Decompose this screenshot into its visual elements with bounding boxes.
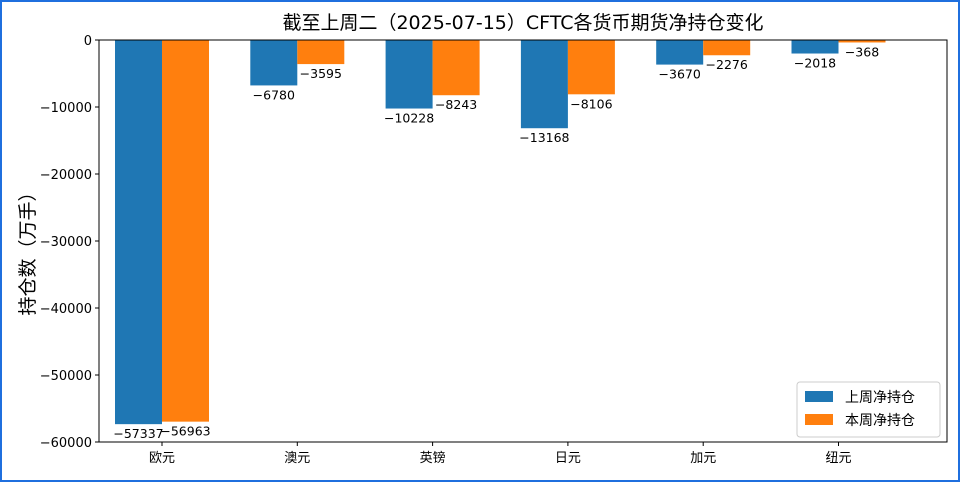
- bar-last-week-2: [385, 40, 433, 109]
- data-label-last-week-5: −2018: [794, 56, 836, 71]
- y-tick-label-4: −40000: [40, 302, 92, 317]
- bars-group: [115, 40, 886, 425]
- bar-last-week-5: [791, 40, 839, 54]
- data-label-this-week-2: −8243: [435, 97, 477, 112]
- data-labels-group: −57337−56963 −6780 −3595 −10228−8243 −13168 −…: [113, 44, 879, 441]
- data-label-this-week-5: −368: [845, 44, 879, 59]
- legend-label-1: 本周净持仓: [845, 413, 915, 429]
- y-tick-label-6: −60000: [40, 436, 92, 451]
- data-label-this-week-1: −3595: [300, 66, 342, 81]
- bar-this-week-5: [838, 40, 886, 43]
- x-tick-label-3: 日元: [555, 451, 581, 466]
- x-tick-label-0: 欧元: [149, 451, 175, 466]
- data-label-this-week-4: −2276: [706, 57, 748, 72]
- data-label-this-week-3: −8106: [570, 96, 612, 111]
- bar-last-week-0: [115, 40, 162, 425]
- bar-this-week-3: [567, 40, 615, 95]
- x-tick-label-5: 纽元: [825, 451, 851, 466]
- data-label-last-week-4: −3670: [659, 67, 701, 82]
- legend-label-0: 上周净持仓: [845, 390, 915, 406]
- y-tick-label-1: −10000: [40, 101, 92, 116]
- bar-this-week-0: [162, 40, 209, 422]
- bar-last-week-1: [250, 40, 298, 86]
- legend-swatch-0: [805, 391, 833, 402]
- data-label-this-week-0: −56963: [160, 424, 210, 439]
- y-tick-label-3: −30000: [40, 235, 92, 250]
- y-tick-label-0: 0: [84, 34, 92, 49]
- legend-swatch-1: [805, 414, 833, 425]
- x-ticks-group: 欧元 澳元 英镑 日元 加元 纽元: [149, 442, 852, 466]
- x-tick-label-4: 加元: [690, 451, 716, 466]
- data-label-last-week-2: −10228: [384, 111, 434, 126]
- y-tick-label-5: −50000: [40, 369, 92, 384]
- x-tick-label-1: 澳元: [284, 450, 310, 466]
- chart-title: 截至上周二（2025-07-15）CFTC各货币期货净持仓变化: [282, 12, 763, 34]
- y-tick-label-2: −20000: [40, 168, 92, 183]
- data-label-last-week-0: −57337: [113, 426, 163, 441]
- data-label-last-week-3: −13168: [519, 130, 569, 145]
- data-label-last-week-1: −6780: [253, 87, 295, 102]
- bar-this-week-1: [297, 40, 345, 65]
- y-ticks-group: 0 −10000 −20000 −30000 −40000 −50000 −60000: [40, 34, 99, 451]
- bar-last-week-3: [520, 40, 568, 129]
- y-axis-label: 持仓数（万手）: [17, 182, 39, 315]
- x-tick-label-2: 英镑: [420, 450, 446, 466]
- axes-frame: [98, 39, 948, 443]
- bar-last-week-4: [656, 40, 704, 65]
- bar-this-week-2: [432, 40, 480, 96]
- bar-this-week-4: [703, 40, 751, 56]
